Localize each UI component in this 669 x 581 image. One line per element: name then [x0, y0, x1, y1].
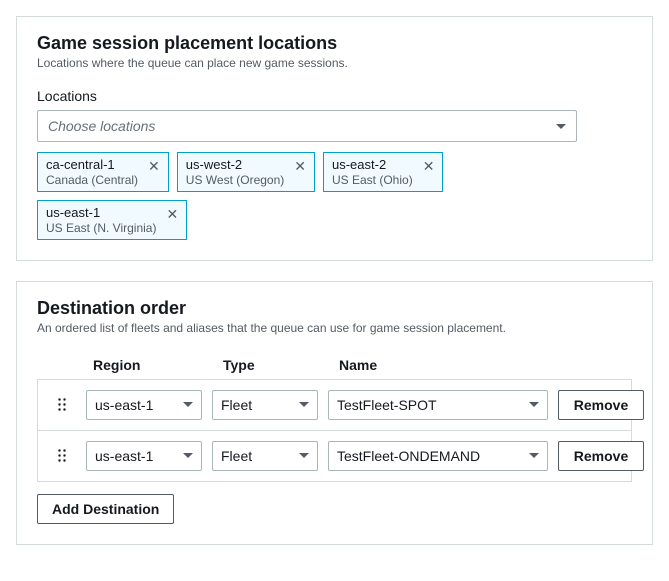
location-tag: ca-central-1 Canada (Central) ✕ [37, 152, 169, 192]
placement-panel: Game session placement locations Locatio… [16, 16, 653, 261]
destination-title: Destination order [37, 298, 632, 319]
location-tag-code: us-west-2 [186, 157, 284, 173]
placement-title: Game session placement locations [37, 33, 632, 54]
location-tag-name: US West (Oregon) [186, 173, 284, 187]
name-select[interactable]: TestFleet-ONDEMAND [328, 441, 548, 471]
remove-button[interactable]: Remove [558, 441, 644, 471]
col-name: Name [339, 357, 559, 373]
destination-panel: Destination order An ordered list of fle… [16, 281, 653, 545]
chevron-down-icon [529, 402, 539, 407]
close-icon[interactable]: ✕ [423, 158, 435, 175]
close-icon[interactable]: ✕ [166, 206, 178, 223]
location-tag-code: ca-central-1 [46, 157, 138, 173]
type-value: Fleet [221, 448, 252, 464]
close-icon[interactable]: ✕ [294, 158, 306, 175]
remove-button[interactable]: Remove [558, 390, 644, 420]
col-type: Type [223, 357, 329, 373]
type-select[interactable]: Fleet [212, 390, 318, 420]
destination-row: us-east-1 Fleet TestFleet-SPOT Remove [38, 380, 631, 431]
region-select[interactable]: us-east-1 [86, 441, 202, 471]
chevron-down-icon [183, 402, 193, 407]
chevron-down-icon [299, 402, 309, 407]
locations-select[interactable]: Choose locations [37, 110, 577, 142]
location-tag-code: us-east-1 [46, 205, 156, 221]
locations-label: Locations [37, 88, 632, 104]
chevron-down-icon [529, 453, 539, 458]
location-tag-code: us-east-2 [332, 157, 413, 173]
name-select[interactable]: TestFleet-SPOT [328, 390, 548, 420]
region-value: us-east-1 [95, 448, 153, 464]
chevron-down-icon [299, 453, 309, 458]
destination-row: us-east-1 Fleet TestFleet-ONDEMAND Remov… [38, 431, 631, 481]
location-tag-name: US East (N. Virginia) [46, 221, 156, 235]
placement-subtitle: Locations where the queue can place new … [37, 56, 632, 70]
location-tag: us-east-2 US East (Ohio) ✕ [323, 152, 443, 192]
name-value: TestFleet-ONDEMAND [337, 448, 480, 464]
region-value: us-east-1 [95, 397, 153, 413]
region-select[interactable]: us-east-1 [86, 390, 202, 420]
chevron-down-icon [183, 453, 193, 458]
name-value: TestFleet-SPOT [337, 397, 437, 413]
close-icon[interactable]: ✕ [148, 158, 160, 175]
location-tag: us-east-1 US East (N. Virginia) ✕ [37, 200, 187, 240]
location-tag: us-west-2 US West (Oregon) ✕ [177, 152, 315, 192]
location-tags: ca-central-1 Canada (Central) ✕ us-west-… [37, 152, 597, 240]
drag-handle-icon[interactable] [48, 448, 76, 464]
type-value: Fleet [221, 397, 252, 413]
locations-placeholder: Choose locations [48, 118, 155, 134]
location-tag-name: US East (Ohio) [332, 173, 413, 187]
chevron-down-icon [556, 124, 566, 129]
destination-subtitle: An ordered list of fleets and aliases th… [37, 321, 632, 335]
drag-handle-icon[interactable] [48, 397, 76, 413]
type-select[interactable]: Fleet [212, 441, 318, 471]
destination-rows: us-east-1 Fleet TestFleet-SPOT Remove us… [37, 379, 632, 482]
destination-header-row: Region Type Name [37, 357, 632, 373]
location-tag-name: Canada (Central) [46, 173, 138, 187]
col-region: Region [93, 357, 213, 373]
